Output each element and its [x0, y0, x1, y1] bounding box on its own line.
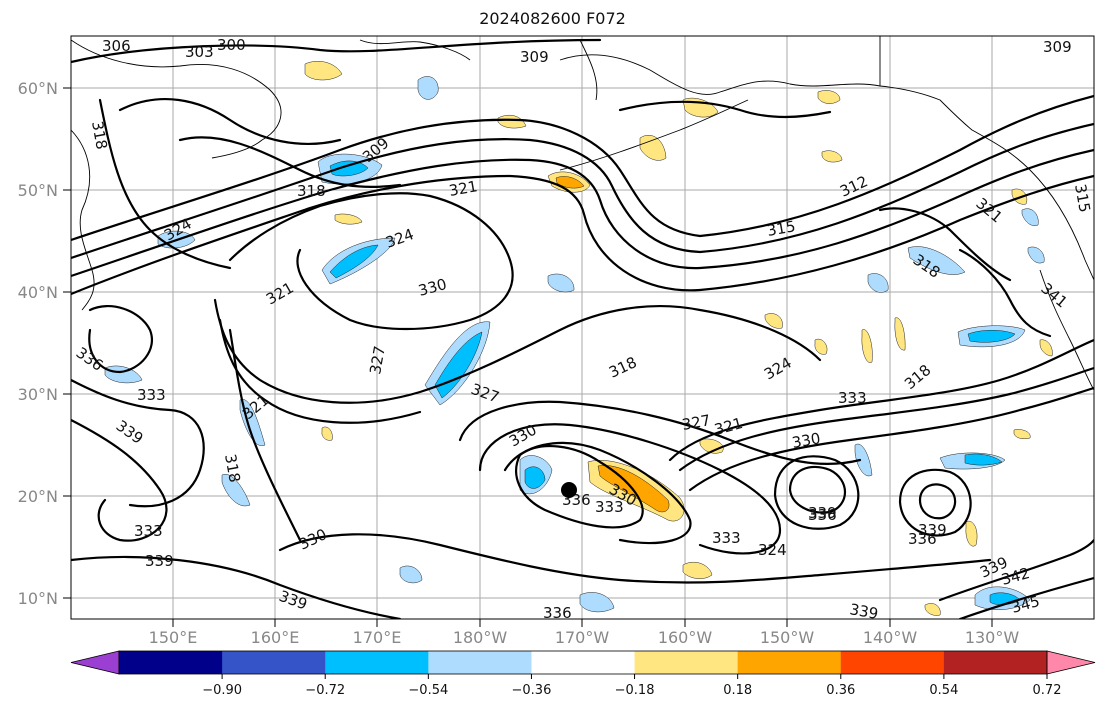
svg-text:315: 315 [766, 217, 797, 240]
svg-text:318: 318 [221, 453, 244, 484]
svg-text:333: 333 [838, 389, 867, 407]
colorbar-swatch [840, 651, 945, 674]
svg-text:318: 318 [88, 120, 111, 151]
lon-label: 150°W [760, 628, 815, 647]
colorbar-tick-label: −0.72 [305, 683, 345, 698]
svg-text:300: 300 [217, 36, 246, 54]
svg-text:339: 339 [145, 552, 174, 570]
colorbar-tick-label: −0.18 [615, 683, 655, 698]
svg-text:324: 324 [758, 541, 787, 559]
svg-text:315: 315 [1071, 183, 1094, 214]
lat-label: 40°N [18, 283, 58, 302]
lon-label: 150°E [149, 628, 198, 647]
lon-label: 170°W [555, 628, 610, 647]
colorbar-extension-low [70, 650, 120, 675]
colorbar-swatch [325, 651, 429, 674]
svg-text:336: 336 [908, 530, 937, 548]
colorbar-swatch [222, 651, 326, 674]
lat-label: 10°N [18, 589, 58, 608]
map-title: 2024082600 F072 [479, 9, 626, 28]
lat-label: 60°N [18, 79, 58, 98]
svg-text:333: 333 [134, 522, 163, 540]
lat-label: 30°N [18, 385, 58, 404]
svg-text:333: 333 [137, 386, 166, 404]
colorbar-swatch [634, 651, 739, 674]
height-contours [71, 38, 1094, 619]
colorbar-tick-label: −0.54 [408, 683, 448, 698]
lat-label: 50°N [18, 181, 58, 200]
colorbar-swatch [943, 651, 1048, 674]
colorbar-extension-high [1046, 650, 1096, 675]
colorbar-tick-label: 0.54 [929, 683, 958, 698]
svg-text:303: 303 [185, 43, 214, 61]
colorbar-frame [118, 650, 1048, 675]
lon-label: 170°E [353, 628, 402, 647]
svg-text:333: 333 [595, 498, 624, 516]
colorbar-tick-label: 0.18 [723, 683, 752, 698]
lon-label: 140°W [863, 628, 918, 647]
colorbar: −0.90 −0.72 −0.54 −0.36 −0.18 0.18 0.36 0.54 0.7… [70, 650, 1096, 698]
svg-text:336: 336 [808, 506, 837, 524]
svg-text:309: 309 [520, 48, 549, 66]
storm-center-marker [561, 482, 577, 498]
lon-label: 180°W [453, 628, 508, 647]
svg-text:333: 333 [712, 529, 741, 547]
colorbar-tick-label: −0.36 [512, 683, 552, 698]
colorbar-swatch [737, 651, 842, 674]
colorbar-swatch [119, 651, 223, 674]
colorbar-tick-label: 0.72 [1033, 683, 1062, 698]
svg-text:318: 318 [297, 182, 326, 200]
colorbar-tick-label: −0.90 [202, 683, 242, 698]
lon-label: 130°W [965, 628, 1020, 647]
colorbar-tick-label: 0.36 [826, 683, 855, 698]
svg-text:309: 309 [1043, 38, 1072, 56]
svg-text:327: 327 [681, 411, 712, 434]
longitude-axis: 150°E 160°E 170°E 180°W 170°W 160°W 150°… [149, 619, 1020, 647]
svg-text:339: 339 [848, 600, 879, 623]
svg-text:339: 339 [918, 521, 947, 539]
svg-text:321: 321 [448, 177, 479, 200]
svg-text:306: 306 [102, 37, 131, 55]
lat-label: 20°N [18, 487, 58, 506]
colorbar-swatch [531, 651, 636, 674]
svg-text:330: 330 [791, 429, 822, 452]
svg-text:327: 327 [366, 344, 389, 375]
svg-text:336: 336 [543, 604, 572, 622]
lon-label: 160°W [658, 628, 713, 647]
lon-label: 160°E [251, 628, 300, 647]
latitude-axis: 60°N 50°N 40°N 30°N 20°N 10°N [18, 79, 71, 608]
colorbar-swatch [428, 651, 532, 674]
svg-text:339: 339 [808, 504, 837, 522]
